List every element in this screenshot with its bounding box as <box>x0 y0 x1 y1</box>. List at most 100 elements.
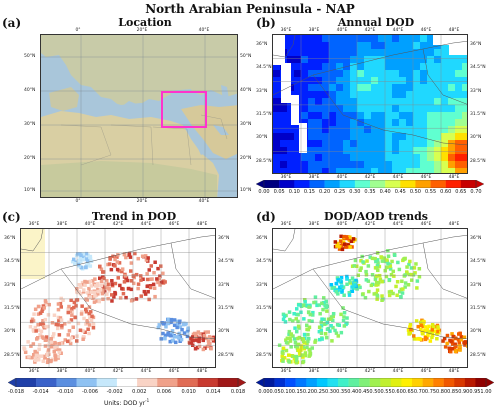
trend-cell <box>100 289 105 293</box>
dod-cell <box>322 84 329 91</box>
ratio-cell <box>297 303 301 307</box>
trend-cell <box>57 350 62 355</box>
dod-cell <box>462 168 467 173</box>
ratio-cell <box>430 328 434 332</box>
ratio-cell <box>451 334 455 339</box>
ratio-cell <box>430 330 435 335</box>
dod-cell <box>462 84 467 91</box>
dod-cell <box>413 112 420 119</box>
trend-cell <box>120 267 125 271</box>
ratio-cell <box>311 313 315 317</box>
ratio-cell <box>329 283 334 287</box>
trend-cell <box>87 323 92 327</box>
ratio-cell <box>299 345 304 349</box>
dod-cell <box>406 91 413 98</box>
trend-cell <box>49 337 53 341</box>
ratio-cell <box>364 269 368 274</box>
trend-cell <box>161 331 165 336</box>
ratio-cell <box>324 335 329 340</box>
dod-cell <box>322 70 329 77</box>
trend-cell <box>43 344 48 348</box>
ratio-cell <box>305 323 309 327</box>
dod-cell <box>455 70 462 77</box>
ratio-cell <box>454 336 458 340</box>
ratio-cell <box>321 300 326 305</box>
dod-cell <box>392 112 399 119</box>
trend-cell <box>69 336 74 340</box>
dod-cell <box>329 147 336 154</box>
dod-cell <box>364 140 371 147</box>
ratio-cell <box>388 264 393 268</box>
dod-cell <box>392 161 399 168</box>
dod-cell <box>455 168 462 173</box>
trend-cell <box>81 335 86 340</box>
ratio-cell <box>338 285 342 289</box>
ratio-cell <box>339 330 344 335</box>
dod-cell <box>378 168 385 173</box>
map-d-lon-top: 44°E <box>392 222 404 227</box>
dod-cell <box>455 91 462 98</box>
trend-cell <box>33 307 38 311</box>
trend-cell <box>54 322 58 327</box>
trend-cell <box>80 304 84 308</box>
trend-cell <box>152 271 156 275</box>
colorbar-tick-label: 0.35 <box>336 389 348 395</box>
dod-cell <box>343 56 350 63</box>
dod-cell <box>273 63 280 70</box>
trend-cell <box>101 297 105 301</box>
ratio-cell <box>294 358 299 362</box>
dod-cell <box>329 91 336 98</box>
map-d-lon-top: 36°E <box>280 222 292 227</box>
dod-cell <box>462 91 467 98</box>
map-d-lon-top: 38°E <box>308 222 320 227</box>
dod-cell <box>455 77 462 84</box>
dod-cell <box>280 119 287 126</box>
dod-cell <box>322 63 329 70</box>
colorbar-segment <box>354 180 371 188</box>
ratio-cell <box>408 259 412 264</box>
colorbar-segment <box>445 180 462 188</box>
colorbar-c-units: Units: DOD yr-1 <box>104 398 150 407</box>
ratio-cell <box>373 277 378 282</box>
no-data-patch <box>291 95 299 125</box>
dod-cell <box>420 77 427 84</box>
map-d-lat-left: 33°N <box>256 282 268 288</box>
ratio-cell <box>342 234 347 239</box>
trend-cell <box>78 256 82 260</box>
ratio-cell <box>389 273 394 277</box>
trend-cell <box>59 351 63 355</box>
ratio-cell <box>390 259 394 264</box>
map-b-lat-right: 31.5°N <box>470 111 486 117</box>
dod-cell <box>287 126 294 133</box>
ratio-cell <box>379 255 384 260</box>
ratio-cell <box>281 357 285 362</box>
dod-cell <box>392 35 399 42</box>
trend-cell <box>84 251 89 256</box>
dod-cell <box>308 70 315 77</box>
trend-cell <box>26 340 30 344</box>
ratio-cell <box>410 278 414 282</box>
ratio-cell <box>376 281 381 285</box>
map-d-lat-right: 28.5°N <box>470 352 486 358</box>
trend-cell <box>81 329 85 333</box>
ratio-cell <box>300 337 305 341</box>
dod-cell <box>301 91 308 98</box>
dod-cell <box>441 42 448 49</box>
dod-cell <box>329 126 336 133</box>
ratio-cell <box>405 265 409 269</box>
dod-cell <box>448 56 455 63</box>
trend-cell <box>89 310 93 314</box>
caspian-sea <box>221 85 229 101</box>
map-c-lon-top: 42°E <box>112 222 124 227</box>
trend-cell <box>125 278 130 283</box>
ratio-cell <box>463 343 467 347</box>
ratio-cell <box>287 353 291 357</box>
ratio-cell <box>454 348 458 353</box>
dod-cell <box>385 126 392 133</box>
trend-cell <box>98 288 103 292</box>
dod-cell <box>441 133 448 140</box>
trend-cell <box>46 343 51 347</box>
dod-cell <box>301 168 308 173</box>
trend-cell <box>69 298 73 302</box>
map-c-lat-left: 30°N <box>4 329 16 335</box>
